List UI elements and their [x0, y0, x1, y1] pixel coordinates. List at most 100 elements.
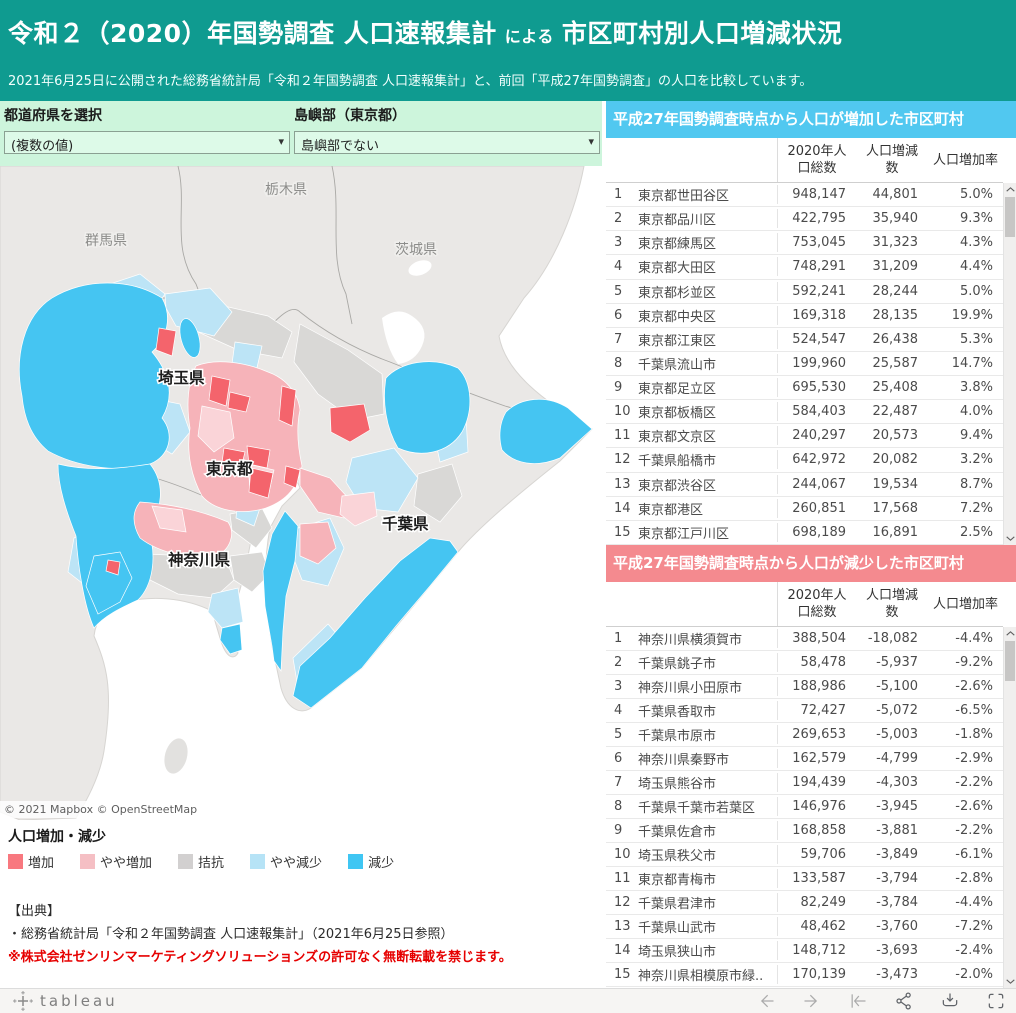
- table-row[interactable]: 9 千葉県佐倉市 168,858 -3,881 -2.2%: [606, 819, 1003, 843]
- value-cell: -2.8%: [955, 871, 993, 886]
- value-cell: -5,003: [876, 727, 918, 742]
- value-cell: 17,568: [872, 500, 919, 516]
- value-cell: -2.9%: [955, 751, 993, 766]
- legend-label: 減少: [368, 856, 395, 871]
- prefecture-filter-select[interactable]: (複数の値) ▾: [4, 131, 290, 154]
- download-icon[interactable]: [940, 991, 960, 1011]
- value-cell: -18,082: [867, 631, 918, 646]
- legend-item[interactable]: 増加: [8, 852, 54, 871]
- table-row[interactable]: 12 千葉県君津市 82,249 -3,784 -4.4%: [606, 891, 1003, 915]
- table-row[interactable]: 3 東京都練馬区 753,045 31,323 4.3%: [606, 231, 1003, 256]
- column-header-total[interactable]: 2020年人口総数: [787, 144, 847, 176]
- scrollbar[interactable]: [1003, 183, 1016, 545]
- municipality-name: 東京都渋谷区: [632, 474, 778, 494]
- value-cell: 19.9%: [951, 307, 993, 323]
- row-rank: 12: [614, 452, 631, 468]
- table-row[interactable]: 6 東京都中央区 169,318 28,135 19.9%: [606, 304, 1003, 328]
- table-row[interactable]: 8 千葉県流山市 199,960 25,587 14.7%: [606, 352, 1003, 376]
- table-row[interactable]: 8 千葉県千葉市若葉区 146,976 -3,945 -2.6%: [606, 795, 1003, 819]
- legend-item[interactable]: やや減少: [250, 852, 322, 871]
- table-row[interactable]: 11 東京都青梅市 133,587 -3,794 -2.8%: [606, 867, 1003, 891]
- reset-icon[interactable]: [848, 991, 868, 1011]
- scroll-up-button[interactable]: [1004, 183, 1016, 196]
- value-cell: 59,706: [800, 847, 847, 862]
- table-row[interactable]: 13 千葉県山武市 48,462 -3,760 -7.2%: [606, 915, 1003, 939]
- scrollbar-thumb[interactable]: [1005, 641, 1015, 681]
- column-header-rate[interactable]: 人口増加率: [932, 596, 998, 612]
- legend-item[interactable]: 減少: [348, 852, 394, 871]
- table-row[interactable]: 6 神奈川県秦野市 162,579 -4,799 -2.9%: [606, 747, 1003, 771]
- value-cell: 14.7%: [951, 355, 993, 371]
- row-rank: 13: [614, 476, 631, 492]
- legend-item[interactable]: 拮抗: [178, 852, 224, 871]
- table-row[interactable]: 11 東京都文京区 240,297 20,573 9.4%: [606, 424, 1003, 449]
- row-rank: 7: [614, 775, 623, 790]
- fullscreen-icon[interactable]: [986, 991, 1006, 1011]
- table-row[interactable]: 10 埼玉県秩父市 59,706 -3,849 -6.1%: [606, 843, 1003, 867]
- table-row[interactable]: 1 東京都世田谷区 948,147 44,801 5.0%: [606, 183, 1003, 208]
- column-header-total[interactable]: 2020年人口総数: [787, 588, 847, 620]
- value-cell: 146,976: [792, 799, 846, 814]
- tableau-logo[interactable]: tableau: [12, 990, 118, 1012]
- column-header-change[interactable]: 人口増減数: [865, 588, 918, 620]
- table-row[interactable]: 1 神奈川県横須賀市 388,504 -18,082 -4.4%: [606, 627, 1003, 651]
- municipality-name: 千葉県佐倉市: [632, 821, 778, 840]
- row-rank: 8: [614, 355, 623, 371]
- table-row[interactable]: 7 埼玉県熊谷市 194,439 -4,303 -2.2%: [606, 771, 1003, 795]
- scroll-down-button[interactable]: [1004, 532, 1016, 545]
- value-cell: 31,209: [872, 259, 919, 275]
- column-header-rate[interactable]: 人口増加率: [932, 152, 998, 168]
- table-row[interactable]: 7 東京都江東区 524,547 26,438 5.3%: [606, 328, 1003, 352]
- value-cell: -2.6%: [955, 679, 993, 694]
- scrollbar[interactable]: [1003, 627, 1016, 988]
- table-row[interactable]: 12 千葉県船橋市 642,972 20,082 3.2%: [606, 448, 1003, 473]
- table-row[interactable]: 5 千葉県市原市 269,653 -5,003 -1.8%: [606, 723, 1003, 747]
- value-cell: -9.2%: [955, 655, 993, 670]
- undo-icon[interactable]: [756, 991, 776, 1011]
- value-cell: 5.3%: [959, 331, 993, 347]
- scroll-down-button[interactable]: [1004, 975, 1016, 988]
- table-row[interactable]: 2 千葉県銚子市 58,478 -5,937 -9.2%: [606, 651, 1003, 675]
- table-row[interactable]: 3 神奈川県小田原市 188,986 -5,100 -2.6%: [606, 675, 1003, 699]
- row-rank: 15: [614, 524, 631, 540]
- increase-table-header: 2020年人口総数 人口増減数 人口増加率: [606, 138, 1003, 183]
- choropleth-map[interactable]: 栃木県 群馬県 茨城県 埼玉県 東京都 千葉県 神奈川県: [0, 166, 602, 820]
- redo-icon[interactable]: [802, 991, 822, 1011]
- table-row[interactable]: 2 東京都品川区 422,795 35,940 9.3%: [606, 207, 1003, 232]
- table-row[interactable]: 9 東京都足立区 695,530 25,408 3.8%: [606, 376, 1003, 401]
- island-filter-select[interactable]: 島嶼部でない ▾: [294, 131, 600, 154]
- value-cell: 170,139: [792, 967, 846, 982]
- municipality-name: 千葉県銚子市: [632, 653, 778, 672]
- scroll-up-button[interactable]: [1004, 627, 1016, 640]
- table-row[interactable]: 14 東京都港区 260,851 17,568 7.2%: [606, 497, 1003, 521]
- value-cell: -4,799: [876, 751, 918, 766]
- table-row[interactable]: 10 東京都板橋区 584,403 22,487 4.0%: [606, 400, 1003, 425]
- value-cell: -4,303: [876, 775, 918, 790]
- municipality-name: 埼玉県狭山市: [632, 941, 778, 960]
- table-row[interactable]: 14 埼玉県狭山市 148,712 -3,693 -2.4%: [606, 939, 1003, 963]
- map-attribution[interactable]: © 2021 Mapbox © OpenStreetMap: [0, 801, 206, 818]
- label-chiba: 千葉県: [382, 514, 429, 533]
- map-regions[interactable]: [19, 273, 593, 709]
- table-row[interactable]: 5 東京都杉並区 592,241 28,244 5.0%: [606, 280, 1003, 304]
- table-row[interactable]: 15 東京都江戸川区 698,189 16,891 2.5%: [606, 521, 1003, 545]
- column-header-change[interactable]: 人口増減数: [865, 144, 918, 176]
- scrollbar-thumb[interactable]: [1005, 197, 1015, 237]
- label-tochigi: 栃木県: [265, 182, 307, 198]
- value-cell: 25,408: [872, 380, 919, 396]
- label-kanagawa: 神奈川県: [168, 550, 231, 569]
- table-row[interactable]: 13 東京都渋谷区 244,067 19,534 8.7%: [606, 473, 1003, 497]
- legend-item[interactable]: やや増加: [80, 852, 152, 871]
- value-cell: -1.8%: [955, 727, 993, 742]
- table-row[interactable]: 4 東京都大田区 748,291 31,209 4.4%: [606, 255, 1003, 280]
- table-row[interactable]: 4 千葉県香取市 72,427 -5,072 -6.5%: [606, 699, 1003, 723]
- page-title: 令和２（2020）年国勢調査 人口速報集計 による 市区町村別人口増減状況: [8, 14, 842, 50]
- table-row[interactable]: 15 神奈川県相模原市緑.. 170,139 -3,473 -2.0%: [606, 963, 1003, 987]
- value-cell: 133,587: [792, 871, 846, 886]
- lake-kasumigaura: [382, 311, 425, 364]
- value-cell: 4.3%: [959, 235, 993, 251]
- row-rank: 12: [614, 895, 631, 910]
- municipality-name: 千葉県市原市: [632, 725, 778, 744]
- share-icon[interactable]: [894, 991, 914, 1011]
